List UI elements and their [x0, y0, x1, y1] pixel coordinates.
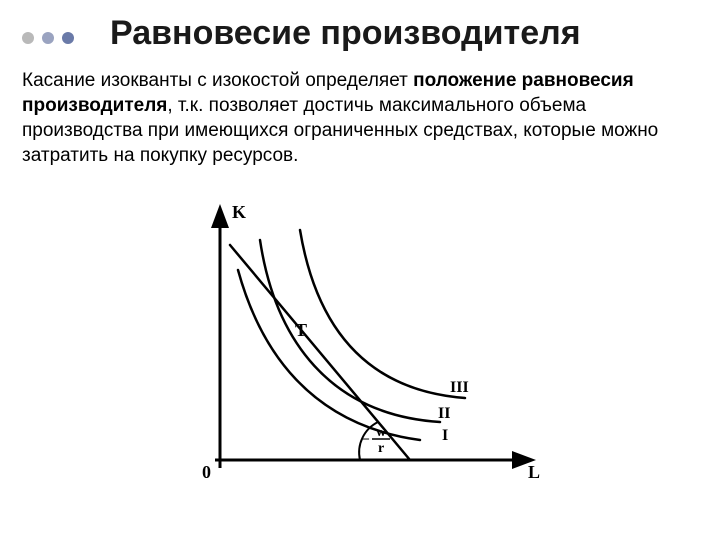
slope-numer: w: [376, 425, 387, 440]
dot-1: [22, 32, 34, 44]
tangent-point-label: T: [295, 320, 307, 340]
dot-2: [42, 32, 54, 44]
x-axis-label: L: [528, 462, 540, 482]
isoquant-3: [300, 230, 465, 398]
body-prefix: Касание изокванты с изокостой определяет: [22, 70, 413, 91]
curve-label-1: I: [442, 427, 448, 444]
y-axis-label: K: [232, 202, 246, 222]
dot-3: [62, 32, 74, 44]
curve-label-2: II: [438, 405, 450, 422]
slide: Равновесие производителя Касание изокван…: [0, 0, 720, 540]
curve-label-3: III: [450, 379, 469, 396]
page-title: Равновесие производителя: [110, 14, 700, 53]
slope-denom: r: [378, 441, 384, 456]
slope-neg: –: [361, 431, 370, 446]
producer-equilibrium-diagram: K L 0 T I II III – w r: [160, 200, 560, 510]
accent-dots: [22, 32, 74, 44]
isoquant-2: [260, 240, 440, 422]
body-paragraph: Касание изокванты с изокостой определяет…: [22, 68, 680, 168]
origin-label: 0: [202, 462, 211, 482]
